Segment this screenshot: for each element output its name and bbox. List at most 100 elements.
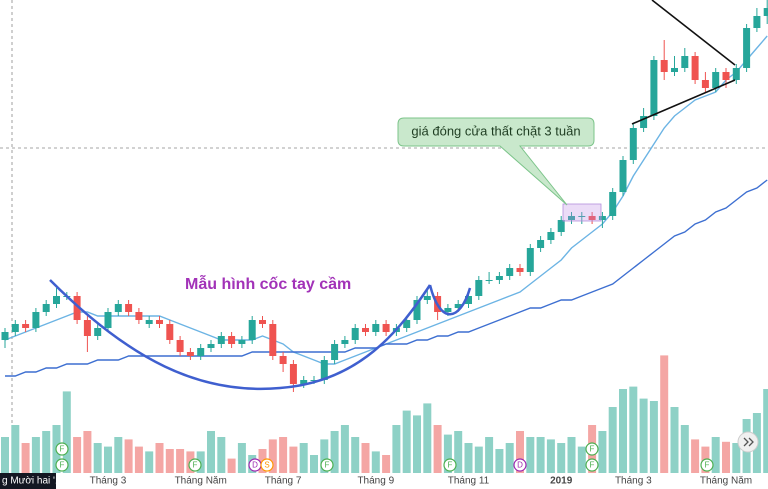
candle-body: [217, 336, 225, 344]
volume-bar: [454, 431, 463, 473]
volume-bar: [176, 449, 185, 473]
volume-bar: [104, 446, 112, 473]
candle-body: [53, 296, 60, 304]
candle-body: [362, 328, 369, 332]
volume-bar: [670, 407, 679, 473]
scroll-icon: [743, 437, 754, 447]
volume-bar: [1, 437, 9, 473]
candle-body: [259, 320, 266, 324]
x-tick-label: Tháng Năm: [700, 476, 752, 487]
volume-bar: [732, 443, 741, 473]
volume-bar: [443, 434, 452, 473]
candle-body: [578, 216, 586, 217]
candle-body: [640, 116, 648, 128]
candle-body: [1, 332, 9, 340]
volume-bar: [145, 451, 154, 473]
candle-body: [609, 192, 617, 216]
x-tick-label: Tháng 9: [357, 476, 394, 487]
volume-bar: [495, 449, 504, 473]
volume-bar: [351, 437, 360, 473]
event-marker: [700, 458, 714, 472]
volume-bar: [227, 458, 236, 473]
candle-body: [279, 356, 287, 364]
volume-bar: [134, 446, 143, 473]
candle-body: [537, 240, 545, 248]
x-tick-label: Tháng 3: [90, 476, 127, 487]
volume-bar: [567, 437, 576, 473]
candle-body: [94, 328, 102, 336]
tight-close-box: [562, 203, 602, 222]
volume-bar: [361, 443, 370, 473]
volume-bar: [299, 443, 308, 473]
candle-body: [743, 28, 751, 68]
event-label: F: [590, 461, 595, 470]
volume-bar: [691, 439, 700, 473]
triangle-lower: [631, 79, 736, 125]
volume-bar: [608, 407, 617, 473]
candle-body: [166, 324, 174, 340]
event-marker: [55, 442, 69, 456]
candle-body: [763, 8, 768, 16]
event-label: F: [448, 461, 453, 470]
candle-body: [228, 336, 236, 344]
candle-body: [701, 80, 709, 88]
volume-bar: [763, 389, 768, 473]
volume-bar: [114, 437, 123, 473]
candle-body: [444, 308, 452, 312]
volume-bar: [382, 455, 391, 473]
candle-body: [650, 60, 658, 116]
candle-body: [186, 352, 194, 356]
volume-bar: [536, 437, 545, 473]
candle-body: [475, 280, 483, 296]
volume-bar: [474, 446, 483, 473]
candle-body: [104, 312, 112, 328]
candle-body: [351, 328, 359, 340]
volume-bar: [83, 431, 92, 473]
event-label: F: [193, 461, 198, 470]
candle-body: [269, 324, 277, 356]
candle-body: [732, 68, 740, 80]
event-marker: [320, 458, 334, 472]
moving-averages: [4, 35, 768, 377]
volume-bar: [93, 443, 102, 473]
crosshair-date-box: [0, 473, 56, 489]
candle-body: [320, 360, 328, 380]
candle-body: [526, 248, 534, 272]
candle-body: [331, 344, 339, 360]
time-axis: [0, 473, 768, 489]
candle-body: [289, 364, 297, 384]
candle-body: [671, 68, 678, 72]
volume-bar: [433, 425, 442, 473]
candle-body: [681, 56, 689, 68]
volume-bar: [268, 439, 277, 473]
candle-body: [156, 320, 163, 324]
volume-bar: [577, 446, 586, 473]
candle-body: [619, 160, 627, 192]
volume-bar: [217, 437, 226, 473]
candle-body: [547, 232, 555, 240]
volume-bar: [649, 401, 658, 473]
event-marker: [188, 458, 202, 472]
candle-body: [341, 340, 349, 344]
pattern-label: Mẫu hình cốc tay cầm: [185, 274, 351, 293]
volume-bar: [279, 437, 288, 473]
cup-curve: [49, 279, 432, 391]
event-label: F: [590, 445, 595, 454]
event-label: S: [264, 461, 269, 470]
volume-bar: [165, 449, 174, 473]
candle-body: [557, 220, 565, 232]
x-tick-label: Tháng 3: [615, 476, 652, 487]
candle-body: [485, 280, 493, 281]
callout: [397, 117, 595, 206]
volume-bar: [485, 437, 494, 473]
event-marker: [55, 458, 69, 472]
event-label: F: [60, 445, 65, 454]
event-marker: [585, 442, 599, 456]
volume-bar: [11, 425, 20, 473]
candle-body: [712, 72, 720, 88]
volume-bar: [320, 439, 329, 473]
volume-bar: [207, 431, 215, 473]
volume-bar: [42, 431, 51, 473]
candle-body: [176, 340, 184, 352]
volume-bar: [237, 443, 246, 473]
